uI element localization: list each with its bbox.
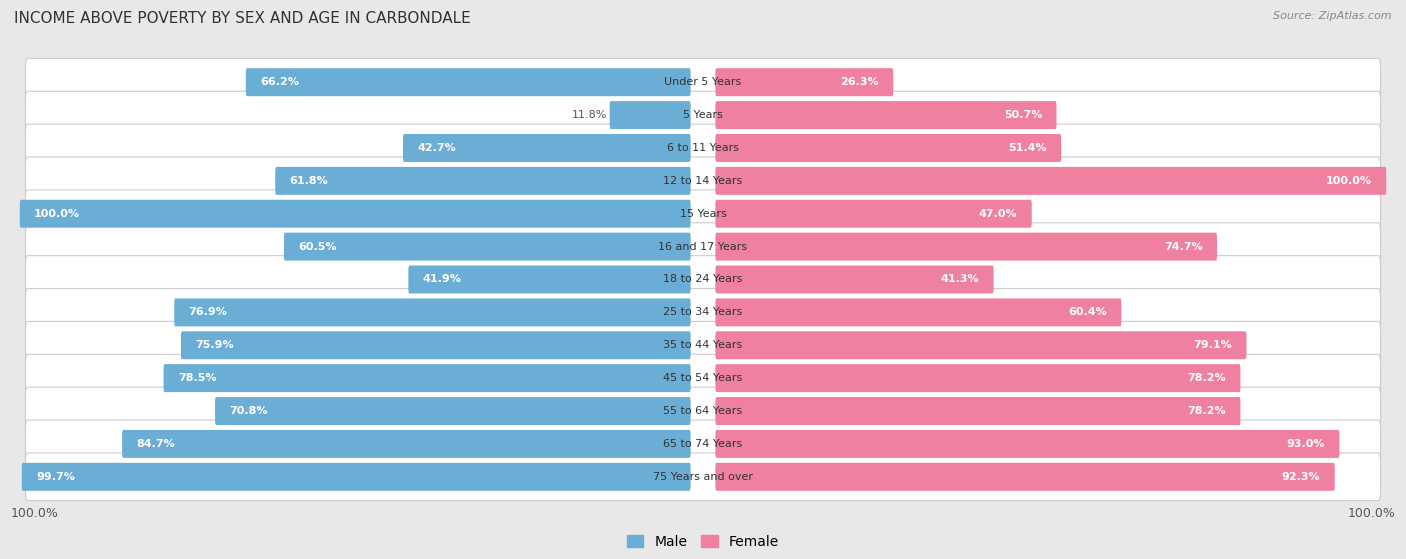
- FancyBboxPatch shape: [716, 364, 1240, 392]
- FancyBboxPatch shape: [25, 387, 1381, 435]
- Text: 51.4%: 51.4%: [1008, 143, 1047, 153]
- FancyBboxPatch shape: [408, 266, 690, 293]
- Text: 50.7%: 50.7%: [1004, 110, 1042, 120]
- Text: 75 Years and over: 75 Years and over: [652, 472, 754, 482]
- Text: 61.8%: 61.8%: [290, 176, 329, 186]
- FancyBboxPatch shape: [716, 430, 1340, 458]
- Text: 60.4%: 60.4%: [1069, 307, 1107, 318]
- Text: Under 5 Years: Under 5 Years: [665, 77, 741, 87]
- FancyBboxPatch shape: [25, 354, 1381, 402]
- Text: 35 to 44 Years: 35 to 44 Years: [664, 340, 742, 350]
- Text: 65 to 74 Years: 65 to 74 Years: [664, 439, 742, 449]
- FancyBboxPatch shape: [25, 223, 1381, 271]
- FancyBboxPatch shape: [25, 190, 1381, 238]
- FancyBboxPatch shape: [21, 463, 690, 491]
- FancyBboxPatch shape: [215, 397, 690, 425]
- Text: 100.0%: 100.0%: [34, 209, 80, 219]
- FancyBboxPatch shape: [716, 331, 1247, 359]
- Text: 76.9%: 76.9%: [188, 307, 228, 318]
- FancyBboxPatch shape: [284, 233, 690, 260]
- FancyBboxPatch shape: [716, 397, 1240, 425]
- FancyBboxPatch shape: [25, 58, 1381, 106]
- Text: 55 to 64 Years: 55 to 64 Years: [664, 406, 742, 416]
- Text: 25 to 34 Years: 25 to 34 Years: [664, 307, 742, 318]
- FancyBboxPatch shape: [25, 288, 1381, 336]
- Text: 12 to 14 Years: 12 to 14 Years: [664, 176, 742, 186]
- FancyBboxPatch shape: [20, 200, 690, 228]
- Text: 92.3%: 92.3%: [1282, 472, 1320, 482]
- Text: 47.0%: 47.0%: [979, 209, 1018, 219]
- FancyBboxPatch shape: [174, 299, 690, 326]
- FancyBboxPatch shape: [25, 453, 1381, 501]
- FancyBboxPatch shape: [25, 124, 1381, 172]
- Text: 45 to 54 Years: 45 to 54 Years: [664, 373, 742, 383]
- Text: 99.7%: 99.7%: [37, 472, 75, 482]
- FancyBboxPatch shape: [25, 255, 1381, 304]
- FancyBboxPatch shape: [716, 463, 1334, 491]
- Text: 6 to 11 Years: 6 to 11 Years: [666, 143, 740, 153]
- Text: 78.2%: 78.2%: [1188, 373, 1226, 383]
- Text: 26.3%: 26.3%: [841, 77, 879, 87]
- Text: 75.9%: 75.9%: [195, 340, 233, 350]
- Text: 60.5%: 60.5%: [298, 241, 337, 252]
- FancyBboxPatch shape: [122, 430, 690, 458]
- FancyBboxPatch shape: [25, 91, 1381, 139]
- Text: 15 Years: 15 Years: [679, 209, 727, 219]
- Text: 70.8%: 70.8%: [229, 406, 269, 416]
- FancyBboxPatch shape: [276, 167, 690, 195]
- FancyBboxPatch shape: [716, 233, 1218, 260]
- Text: 74.7%: 74.7%: [1164, 241, 1202, 252]
- FancyBboxPatch shape: [716, 167, 1386, 195]
- FancyBboxPatch shape: [716, 68, 893, 96]
- Text: 66.2%: 66.2%: [260, 77, 299, 87]
- Text: 93.0%: 93.0%: [1286, 439, 1324, 449]
- FancyBboxPatch shape: [716, 134, 1062, 162]
- Text: 84.7%: 84.7%: [136, 439, 176, 449]
- Text: 18 to 24 Years: 18 to 24 Years: [664, 274, 742, 285]
- Text: 79.1%: 79.1%: [1194, 340, 1232, 350]
- FancyBboxPatch shape: [716, 200, 1032, 228]
- FancyBboxPatch shape: [163, 364, 690, 392]
- Text: 42.7%: 42.7%: [418, 143, 456, 153]
- FancyBboxPatch shape: [610, 101, 690, 129]
- Text: INCOME ABOVE POVERTY BY SEX AND AGE IN CARBONDALE: INCOME ABOVE POVERTY BY SEX AND AGE IN C…: [14, 11, 471, 26]
- FancyBboxPatch shape: [25, 420, 1381, 468]
- Text: 78.2%: 78.2%: [1188, 406, 1226, 416]
- FancyBboxPatch shape: [404, 134, 690, 162]
- FancyBboxPatch shape: [716, 266, 994, 293]
- Text: 5 Years: 5 Years: [683, 110, 723, 120]
- Text: 100.0%: 100.0%: [1326, 176, 1372, 186]
- FancyBboxPatch shape: [246, 68, 690, 96]
- FancyBboxPatch shape: [181, 331, 690, 359]
- FancyBboxPatch shape: [716, 299, 1122, 326]
- FancyBboxPatch shape: [25, 321, 1381, 369]
- Text: 41.9%: 41.9%: [423, 274, 461, 285]
- Text: 16 and 17 Years: 16 and 17 Years: [658, 241, 748, 252]
- FancyBboxPatch shape: [25, 157, 1381, 205]
- Text: 11.8%: 11.8%: [572, 110, 607, 120]
- Text: 41.3%: 41.3%: [941, 274, 979, 285]
- Legend: Male, Female: Male, Female: [621, 529, 785, 555]
- Text: 78.5%: 78.5%: [179, 373, 217, 383]
- FancyBboxPatch shape: [716, 101, 1056, 129]
- Text: Source: ZipAtlas.com: Source: ZipAtlas.com: [1274, 11, 1392, 21]
